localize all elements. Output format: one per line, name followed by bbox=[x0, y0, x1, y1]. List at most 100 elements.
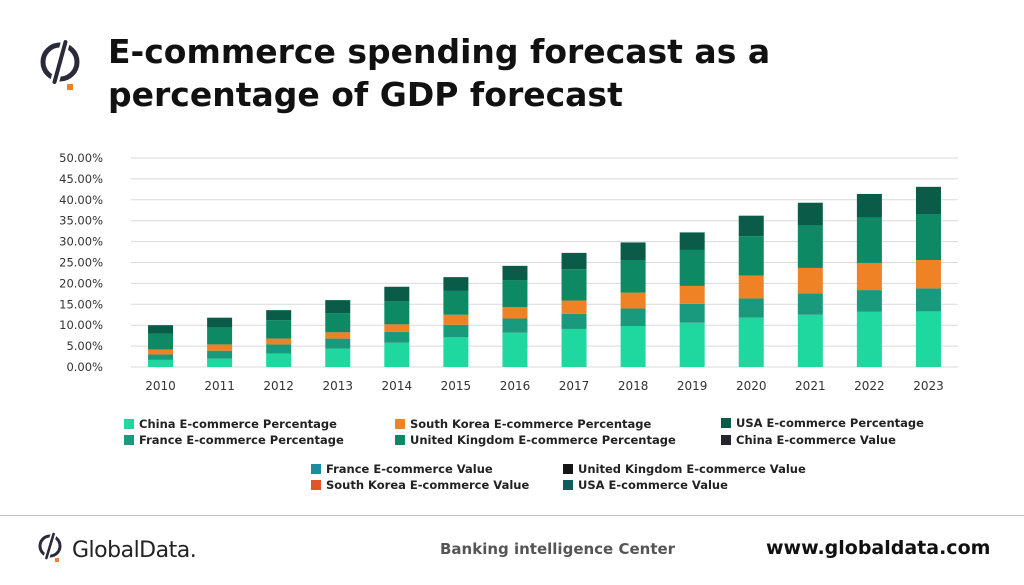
bar-segment bbox=[797, 293, 823, 315]
bar-segment bbox=[384, 324, 410, 332]
bar-segment bbox=[384, 331, 410, 343]
legend-swatch bbox=[563, 464, 573, 474]
x-tick-label: 2016 bbox=[500, 379, 531, 393]
y-tick-label: 20.00% bbox=[59, 276, 103, 290]
legend-item-china-percentage: China E-commerce Percentage bbox=[124, 417, 337, 431]
legend-swatch bbox=[395, 419, 405, 429]
legend-item-france-percentage: France E-commerce Percentage bbox=[124, 433, 344, 447]
legend-swatch bbox=[124, 435, 134, 445]
x-tick-label: 2021 bbox=[795, 379, 826, 393]
bar-segment bbox=[856, 262, 882, 291]
legend-item-uk-value: United Kingdom E-commerce Value bbox=[563, 462, 806, 476]
x-tick-label: 2018 bbox=[618, 379, 649, 393]
footer-brand-name: GlobalData. bbox=[72, 537, 197, 563]
bar-segment bbox=[738, 298, 764, 318]
legend-item-south-korea-percentage: South Korea E-commerce Percentage bbox=[395, 417, 651, 431]
legend-label: France E-commerce Value bbox=[326, 462, 493, 476]
bar-segment bbox=[915, 186, 941, 215]
x-tick-label: 2012 bbox=[263, 379, 294, 393]
bar-segment bbox=[620, 326, 646, 367]
legend-item-france-value: France E-commerce Value bbox=[311, 462, 493, 476]
y-tick-label: 45.00% bbox=[59, 172, 103, 186]
bar-segment bbox=[266, 310, 292, 321]
y-axis-tick-labels: 0.00% 5.00% 10.00% 15.00% 20.00% 25.00% 30.00%… bbox=[59, 151, 103, 374]
legend-label: China E-commerce Percentage bbox=[139, 417, 337, 431]
bar-segment bbox=[325, 313, 351, 333]
y-tick-label: 35.00% bbox=[59, 214, 103, 228]
bar-segment bbox=[679, 322, 705, 367]
bar-segment bbox=[561, 300, 587, 314]
footer-center-text: Banking intelligence Center bbox=[440, 540, 676, 558]
bar-segment bbox=[679, 249, 705, 286]
bar-segment bbox=[384, 286, 410, 302]
bar-segment bbox=[384, 301, 410, 325]
legend-item-usa-percentage: USA E-commerce Percentage bbox=[721, 416, 924, 430]
bar-segment bbox=[148, 325, 174, 334]
bar-segment bbox=[266, 320, 292, 339]
legend-swatch bbox=[311, 480, 321, 490]
x-tick-label: 2020 bbox=[736, 379, 767, 393]
bar-segment bbox=[502, 332, 528, 367]
y-tick-label: 0.00% bbox=[66, 360, 103, 374]
bar-segment bbox=[207, 350, 233, 359]
legend-item-south-korea-value: South Korea E-commerce Value bbox=[311, 478, 529, 492]
bar-segment bbox=[443, 277, 469, 291]
bar-segment bbox=[148, 349, 174, 355]
bar-segment bbox=[502, 265, 528, 281]
bar-segment bbox=[207, 327, 233, 345]
bar-segment bbox=[443, 337, 469, 367]
bar-segment bbox=[797, 225, 823, 268]
bar-segment bbox=[325, 338, 351, 349]
legend-item-china-value: China E-commerce Value bbox=[721, 433, 896, 447]
legend-label: South Korea E-commerce Value bbox=[326, 478, 530, 492]
y-tick-label: 25.00% bbox=[59, 256, 103, 270]
bar-segment bbox=[207, 317, 233, 328]
bar-segment bbox=[620, 308, 646, 327]
x-tick-label: 2022 bbox=[854, 379, 885, 393]
bar-segment bbox=[207, 358, 233, 367]
y-tick-label: 5.00% bbox=[66, 339, 103, 353]
bar-segment bbox=[679, 303, 705, 323]
y-tick-label: 30.00% bbox=[59, 235, 103, 249]
bar-segment bbox=[620, 292, 646, 309]
bar-segment bbox=[856, 311, 882, 367]
x-tick-label: 2013 bbox=[322, 379, 353, 393]
bar-segment bbox=[620, 242, 646, 260]
legend-label: France E-commerce Percentage bbox=[139, 433, 344, 447]
bar-segment bbox=[561, 328, 587, 367]
x-tick-label: 2017 bbox=[559, 379, 590, 393]
globaldata-logo-icon bbox=[36, 36, 86, 94]
legend-swatch bbox=[563, 480, 573, 490]
bar-segment bbox=[325, 348, 351, 367]
bar-segment bbox=[325, 332, 351, 339]
bar-segment bbox=[502, 280, 528, 308]
x-tick-label: 2014 bbox=[382, 379, 413, 393]
bar-segment bbox=[266, 353, 292, 367]
x-tick-label: 2015 bbox=[441, 379, 472, 393]
x-tick-label: 2010 bbox=[145, 379, 176, 393]
chart-gridlines bbox=[131, 157, 958, 368]
footer-url: www.globaldata.com bbox=[766, 537, 991, 559]
bar-segment bbox=[384, 342, 410, 367]
legend-swatch bbox=[395, 435, 405, 445]
y-tick-label: 15.00% bbox=[59, 297, 103, 311]
legend-label: United Kingdom E-commerce Value bbox=[578, 462, 806, 476]
bar-segment bbox=[148, 354, 174, 360]
footer-divider bbox=[0, 515, 1024, 516]
bar-segment bbox=[679, 232, 705, 250]
bar-segment bbox=[915, 259, 941, 289]
legend-label: South Korea E-commerce Percentage bbox=[410, 417, 652, 431]
bar-segment bbox=[856, 217, 882, 263]
bar-segment bbox=[738, 317, 764, 367]
legend-label: United Kingdom E-commerce Percentage bbox=[410, 433, 676, 447]
legend-label: USA E-commerce Percentage bbox=[736, 416, 924, 430]
bar-segment bbox=[443, 290, 469, 315]
bar-segment bbox=[738, 215, 764, 237]
bar-segment bbox=[502, 318, 528, 333]
bar-segment bbox=[207, 344, 233, 351]
bar-segment bbox=[797, 314, 823, 367]
stacked-bar-chart: 0.00% 5.00% 10.00% 15.00% 20.00% 25.00% 30.00%… bbox=[59, 151, 958, 393]
bar-segment bbox=[856, 290, 882, 312]
y-tick-label: 40.00% bbox=[59, 193, 103, 207]
legend-swatch bbox=[721, 435, 731, 445]
